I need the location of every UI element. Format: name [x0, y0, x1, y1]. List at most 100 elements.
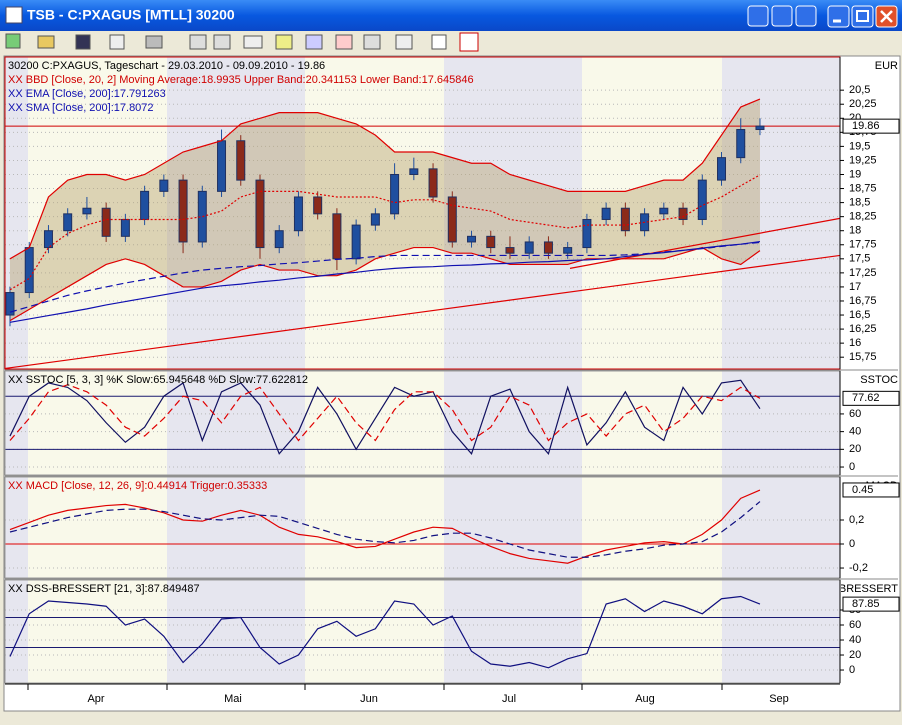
y-tick-label: 18,75	[849, 182, 877, 194]
month-band	[5, 580, 28, 683]
y-tick-label: 0	[849, 664, 855, 676]
panel-plot	[5, 595, 840, 671]
tool-button[interactable]	[189, 34, 207, 50]
y-tick-label: 19,5	[849, 140, 870, 152]
y-tick-label: 17,5	[849, 253, 870, 265]
tool-button[interactable]	[37, 35, 55, 49]
tool-button[interactable]	[109, 34, 125, 50]
candle-body	[717, 157, 727, 181]
candle-body	[582, 218, 592, 249]
toolbar	[5, 32, 479, 52]
candle-body	[313, 196, 323, 215]
series-line	[9, 501, 761, 558]
x-tick-label: Aug	[635, 693, 655, 705]
legend-text: XX SSTOC [5, 3, 3] %K Slow:65.945648 %D …	[8, 374, 308, 386]
candle-body	[332, 213, 342, 260]
month-band	[167, 371, 305, 475]
series-line	[9, 379, 761, 455]
tool-button[interactable]	[747, 5, 769, 27]
tool-button[interactable]	[145, 35, 163, 49]
tool-button[interactable]	[431, 34, 447, 50]
candle-body	[197, 190, 207, 243]
tool-button[interactable]	[771, 5, 793, 27]
legend-text: XX EMA [Close, 200]:17.791263	[8, 88, 166, 100]
tool-button[interactable]	[5, 33, 21, 49]
month-band	[167, 57, 305, 369]
minimize-button[interactable]	[827, 5, 850, 28]
last-value-label: 87.85	[852, 598, 880, 610]
y-tick-label: 15,75	[849, 351, 877, 363]
trendline	[5, 254, 840, 369]
tool-button[interactable]	[363, 34, 381, 50]
month-band	[28, 371, 167, 475]
candle-body	[390, 173, 400, 215]
month-band	[28, 477, 167, 578]
candle-body	[24, 247, 34, 294]
series-line	[9, 489, 761, 564]
candle-body	[736, 129, 746, 159]
candle-body	[524, 241, 534, 254]
tool-button[interactable]	[243, 35, 263, 49]
y-tick-label: -0,2	[849, 562, 868, 574]
y-tick-label: 18	[849, 225, 861, 237]
candle-body	[5, 292, 15, 316]
y-tick-label: 0	[849, 461, 855, 473]
tool-button[interactable]	[335, 34, 353, 50]
maximize-button[interactable]	[851, 5, 874, 28]
x-tick-label: Jun	[360, 693, 378, 705]
tool-button[interactable]	[395, 34, 413, 50]
app-icon	[5, 6, 23, 24]
month-band	[167, 580, 305, 683]
month-band	[722, 57, 840, 369]
candle-body	[428, 168, 438, 198]
x-tick-label: Apr	[87, 693, 104, 705]
candle-body	[486, 235, 496, 249]
y-tick-label: 18,25	[849, 211, 877, 223]
candle-body	[236, 140, 246, 181]
month-band	[722, 477, 840, 578]
candle-body	[101, 207, 111, 237]
candle-body	[82, 207, 92, 215]
month-band	[444, 580, 582, 683]
month-band	[305, 371, 444, 475]
y-tick-label: 60	[849, 619, 861, 631]
legend-text: 30200 C:PXAGUS, Tageschart - 29.03.2010 …	[8, 60, 325, 72]
candle-body	[63, 213, 73, 232]
panel-plot	[5, 379, 840, 468]
legend-text: XX BBD [Close, 20, 2] Moving Average:18.…	[8, 74, 474, 86]
candle-body	[178, 179, 188, 243]
y-tick-label: 60	[849, 408, 861, 420]
y-tick-label: 17,25	[849, 267, 877, 279]
y-tick-label: 20,25	[849, 98, 877, 110]
y-tick-label: 17	[849, 281, 861, 293]
month-band	[167, 477, 305, 578]
y-tick-label: 40	[849, 426, 861, 438]
tool-button[interactable]	[459, 32, 479, 52]
last-value-box	[842, 118, 900, 134]
y-tick-label: 20,5	[849, 84, 870, 96]
panels: 15,75 16 16,25 16,5 16,75 17 17,25 17,5 17,75 18 1…	[4, 56, 900, 705]
tool-button[interactable]	[305, 34, 323, 50]
axis-title: DSS-BRESSERT	[813, 583, 899, 595]
legend-text: XX DSS-BRESSERT [21, 3]:87.849487	[8, 583, 200, 595]
tool-button[interactable]	[795, 5, 817, 27]
y-tick-label: 0	[849, 538, 855, 550]
month-band	[582, 477, 722, 578]
candle-body	[543, 241, 553, 254]
candle-body	[659, 207, 669, 215]
tool-button[interactable]	[75, 34, 91, 50]
month-band	[28, 580, 167, 683]
tool-button[interactable]	[275, 34, 293, 50]
candle-body	[255, 179, 265, 249]
y-tick-label: 19	[849, 168, 861, 180]
y-tick-label: 17,75	[849, 239, 877, 251]
candle-body	[159, 179, 169, 192]
series-line	[9, 384, 761, 442]
month-band	[305, 477, 444, 578]
candle-body	[120, 218, 130, 237]
band-area	[10, 99, 760, 321]
tool-button[interactable]	[213, 34, 231, 50]
panel-plot	[5, 89, 840, 369]
